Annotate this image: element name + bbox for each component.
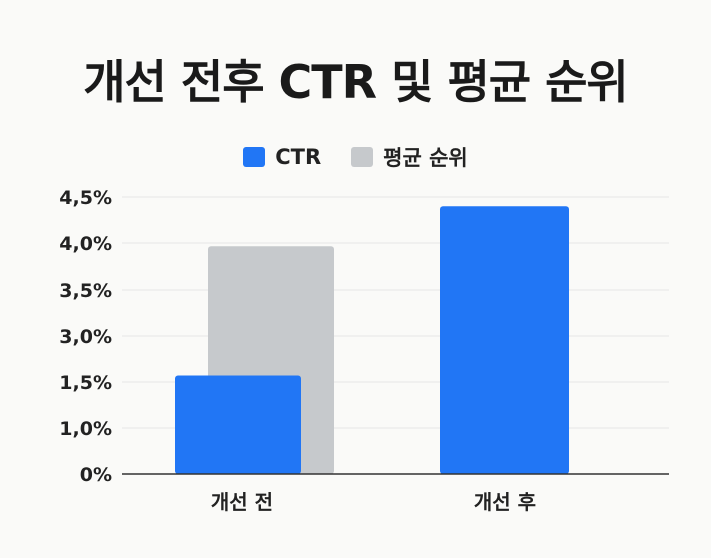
chart-title: 개선 전후 CTR 및 평균 순위 (83, 55, 629, 109)
x-category-label: 개선 후 (474, 490, 536, 514)
bar-ctr-0 (175, 375, 301, 474)
y-tick-label: 1,0% (59, 418, 112, 440)
legend-label-ctr: CTR (275, 145, 322, 169)
legend-item-ctr: CTR (243, 142, 321, 172)
bar-ctr-1 (440, 206, 569, 474)
y-tick-label: 4,0% (59, 233, 112, 255)
y-tick-label: 4,5% (59, 187, 112, 209)
x-axis-categories: 개선 전 개선 후 (211, 490, 536, 514)
legend-swatch-ctr (243, 147, 266, 167)
legend-item-avg-rank: 평균 순위 (351, 142, 468, 172)
y-tick-label: 3,5% (59, 280, 112, 302)
y-tick-label: 3,0% (59, 326, 112, 348)
legend: CTR 평균 순위 (0, 142, 711, 172)
legend-label-avg-rank: 평균 순위 (383, 146, 468, 170)
y-axis-ticks: 0% 1,0% 1,5% 3,0% 3,5% 4,0% 4,5% (59, 187, 112, 486)
y-tick-label: 0% (80, 464, 112, 486)
legend-swatch-avg-rank (351, 147, 374, 167)
bars (175, 206, 569, 474)
x-category-label: 개선 전 (211, 490, 273, 514)
y-tick-label: 1,5% (59, 372, 112, 394)
